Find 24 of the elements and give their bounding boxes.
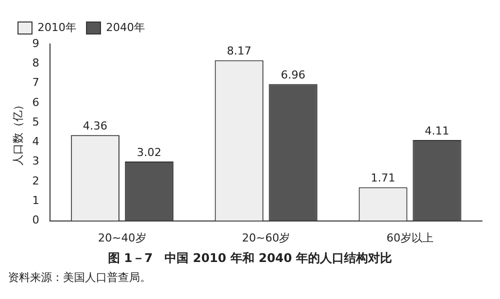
y-tick-label: 8	[32, 56, 40, 70]
legend-label: 2040年	[106, 20, 145, 34]
y-tick-label: 6	[32, 96, 40, 109]
x-tick-label: 60岁以上	[386, 231, 434, 244]
y-tick-label: 2	[32, 174, 40, 188]
y-tick-label: 1	[32, 194, 40, 208]
y-axis-title: 人口数（亿）	[11, 99, 24, 166]
data-label: 4.36	[82, 120, 108, 133]
text: 资料来源：美国人口普查局。	[8, 270, 152, 285]
data-label: 6.96	[280, 68, 306, 82]
y-tick-label: 4	[32, 135, 40, 148]
data-label: 3.02	[136, 146, 162, 159]
legend-label: 2010年	[38, 20, 76, 34]
y-tick-label: 3	[32, 154, 40, 168]
data-label: 1.71	[370, 172, 396, 185]
data-label: 4.11	[424, 124, 450, 138]
data-label: 8.17	[226, 44, 252, 58]
x-tick-label: 20~40岁	[98, 231, 146, 244]
y-tick-label: 0	[32, 214, 40, 227]
text: 图 1－7 中国 2010 年和 2040 年的人口结构对比	[106, 250, 394, 267]
y-tick-label: 5	[32, 115, 40, 128]
y-tick-label: 9	[32, 36, 40, 50]
x-tick-label: 20~60岁	[242, 231, 290, 244]
y-tick-label: 7	[32, 76, 40, 90]
